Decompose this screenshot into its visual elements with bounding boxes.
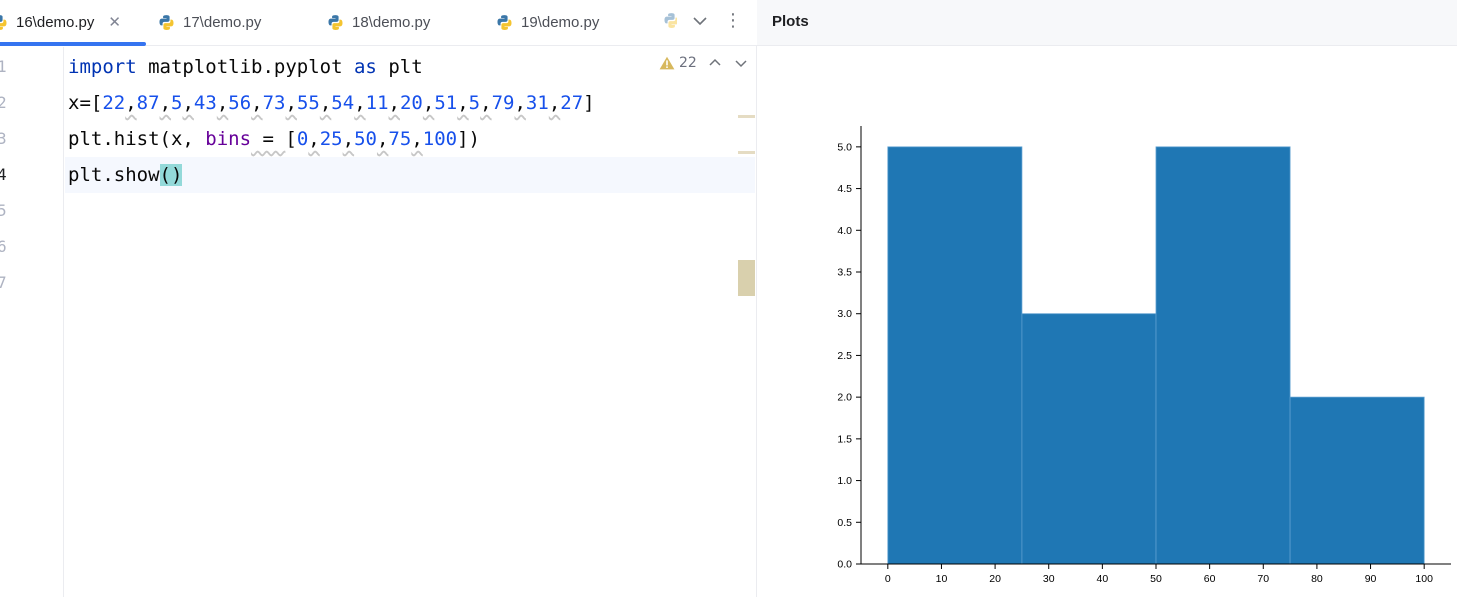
line-number: 1 [0,57,7,76]
chevron-down-icon[interactable] [733,55,749,71]
plots-header: Plots [757,0,1457,46]
scrollbar-thumb[interactable] [738,260,755,296]
x-tick-label: 0 [885,573,891,585]
tab-label: 19\demo.py [521,13,600,31]
line-number: 2 [0,93,7,112]
y-tick-label: 5.0 [837,141,852,153]
warning-triangle-icon [659,56,675,70]
x-tick-label: 90 [1365,573,1377,585]
active-tab-indicator [0,42,146,46]
python-file-icon [328,14,343,30]
close-icon[interactable]: ✕ [108,13,121,31]
tab-18-demo[interactable]: 18\demo.py [327,0,430,44]
plots-pane: Plots 0.0 0.5 1.0 1.5 2.0 2.5 3.0 3.5 4.0 4.5 5.0 0… [757,0,1457,597]
editor-tab-bar: 16\demo.py ✕ 17\demo.py 18\demo.py 19\de… [0,0,757,46]
python-file-icon [0,14,7,30]
x-tick-label: 100 [1415,573,1433,585]
x-tick-label: 80 [1311,573,1323,585]
histogram-bar [887,146,1023,565]
warning-stripe-marker[interactable] [738,151,755,154]
python-file-icon [664,13,677,28]
x-tick-label: 20 [989,573,1001,585]
tab-19-demo[interactable]: 19\demo.py [496,0,599,44]
code-line[interactable]: plt.hist(x, bins = [0,25,50,75,100]) [68,128,480,150]
chevron-down-icon[interactable] [690,11,710,31]
tab-16-demo[interactable]: 16\demo.py ✕ [0,0,146,46]
code-line[interactable] [65,229,755,265]
code-line[interactable] [65,265,755,301]
warning-count: 22 [679,55,697,71]
y-tick-label: 3.0 [837,308,852,320]
tab-label: 16\demo.py [16,13,95,31]
line-number-gutter: 1 2 3 4 5 6 7 [0,47,64,597]
x-tick-label: 40 [1097,573,1109,585]
inspection-widget[interactable]: 22 [659,54,697,72]
y-tick-label: 2.5 [837,350,852,362]
warning-stripe-marker[interactable] [738,115,755,118]
code-line-current[interactable]: plt.show() [65,157,755,193]
python-file-icon [497,14,512,30]
python-file-icon [159,14,174,30]
y-tick-label: 2.0 [837,392,852,404]
code-editor[interactable]: import matplotlib.pyplot as plt x=[22,87… [65,47,755,597]
more-vertical-icon[interactable]: ⋮ [724,10,742,31]
histogram-bar [1155,146,1291,565]
code-line[interactable]: import matplotlib.pyplot as plt [68,56,423,78]
y-tick-label: 4.5 [837,183,852,195]
line-number: 5 [0,201,7,220]
overflow-tab-python-icon[interactable] [663,12,677,29]
line-number-current: 4 [0,165,7,184]
chevron-up-icon[interactable] [707,55,723,71]
line-number: 7 [0,273,7,292]
x-tick-label: 30 [1043,573,1055,585]
code-line[interactable]: x=[22,87,5,43,56,73,55,54,11,20,51,5,79,… [68,92,595,114]
x-tick-label: 10 [936,573,948,585]
line-number: 6 [0,237,7,256]
histogram-chart: 0.0 0.5 1.0 1.5 2.0 2.5 3.0 3.5 4.0 4.5 5.0 0 10 20 30… [837,126,1451,585]
y-tick-label: 1.0 [837,475,852,487]
tab-17-demo[interactable]: 17\demo.py [158,0,261,44]
histogram-bar [1289,396,1425,565]
x-tick-label: 60 [1204,573,1216,585]
plots-title: Plots [772,13,809,30]
y-tick-label: 0.5 [837,517,852,529]
histogram-bar [1021,313,1157,565]
code-line[interactable] [65,193,755,229]
x-tick-label: 50 [1150,573,1162,585]
line-number: 3 [0,129,7,148]
tab-label: 17\demo.py [183,13,262,31]
editor-pane: 16\demo.py ✕ 17\demo.py 18\demo.py 19\de… [0,0,757,597]
tab-label: 18\demo.py [352,13,431,31]
y-tick-label: 4.0 [837,225,852,237]
y-tick-label: 1.5 [837,433,852,445]
y-tick-label: 0.0 [837,559,852,571]
x-tick-label: 70 [1257,573,1269,585]
y-tick-label: 3.5 [837,267,852,279]
